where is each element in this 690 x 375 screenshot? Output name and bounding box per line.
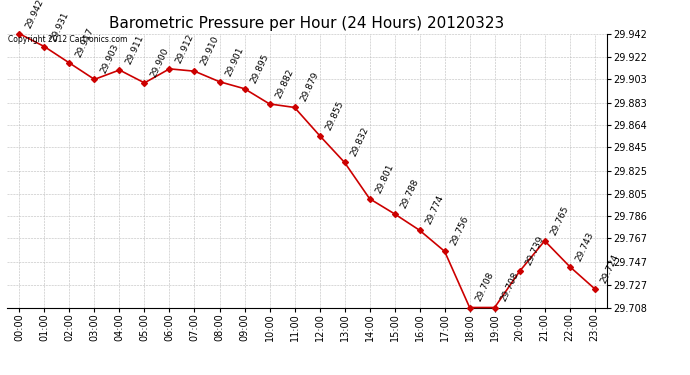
Text: 29.788: 29.788 bbox=[399, 177, 420, 210]
Text: 29.911: 29.911 bbox=[124, 33, 145, 66]
Text: 29.801: 29.801 bbox=[374, 162, 395, 195]
Text: 29.879: 29.879 bbox=[299, 71, 320, 103]
Text: 29.756: 29.756 bbox=[448, 215, 471, 247]
Text: 29.903: 29.903 bbox=[99, 43, 120, 75]
Text: 29.901: 29.901 bbox=[224, 45, 245, 78]
Text: 29.708: 29.708 bbox=[499, 271, 520, 303]
Text: 29.739: 29.739 bbox=[524, 235, 545, 267]
Text: 29.765: 29.765 bbox=[549, 204, 571, 237]
Text: 29.917: 29.917 bbox=[74, 27, 95, 59]
Text: Copyright 2012 Cartronics.com: Copyright 2012 Cartronics.com bbox=[8, 35, 127, 44]
Text: 29.882: 29.882 bbox=[274, 68, 295, 100]
Text: 29.942: 29.942 bbox=[23, 0, 45, 30]
Text: 29.912: 29.912 bbox=[174, 33, 195, 64]
Text: 29.832: 29.832 bbox=[348, 126, 370, 158]
Text: 29.895: 29.895 bbox=[248, 52, 270, 85]
Text: 29.774: 29.774 bbox=[424, 194, 445, 226]
Text: 29.708: 29.708 bbox=[474, 271, 495, 303]
Text: 29.910: 29.910 bbox=[199, 34, 220, 67]
Text: 29.743: 29.743 bbox=[574, 230, 595, 262]
Title: Barometric Pressure per Hour (24 Hours) 20120323: Barometric Pressure per Hour (24 Hours) … bbox=[110, 16, 504, 31]
Text: 29.900: 29.900 bbox=[148, 46, 170, 79]
Text: 29.724: 29.724 bbox=[599, 252, 620, 285]
Text: 29.855: 29.855 bbox=[324, 99, 345, 131]
Text: 29.931: 29.931 bbox=[48, 10, 70, 42]
